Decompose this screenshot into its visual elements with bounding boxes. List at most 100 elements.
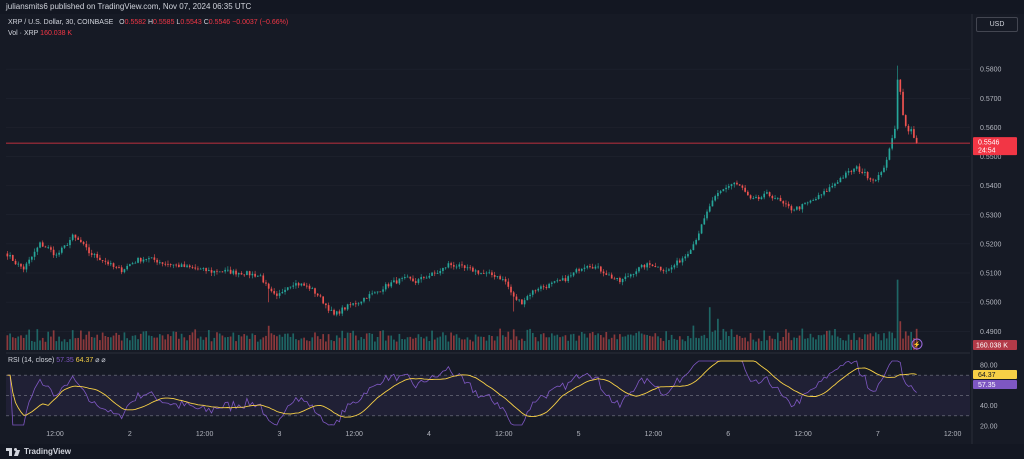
candle-body <box>379 291 382 293</box>
price-tick-label: 0.4900 <box>980 329 1002 336</box>
candle-body <box>692 244 695 251</box>
candle-body <box>6 253 9 257</box>
volume-bar <box>499 328 501 350</box>
candle-body <box>485 272 488 274</box>
candle-body <box>9 255 11 257</box>
candle-body <box>327 305 330 311</box>
volume-bar <box>828 330 831 350</box>
volume-bar <box>755 341 757 350</box>
candle-body <box>744 187 746 192</box>
candle-body <box>240 273 243 275</box>
volume-value: 160.038 K <box>40 30 73 37</box>
volume-bar <box>300 338 303 350</box>
volume-bar <box>578 335 580 350</box>
volume-bar <box>461 339 463 350</box>
volume-bar <box>107 337 109 350</box>
volume-bar <box>96 334 99 350</box>
candle-body <box>428 275 431 278</box>
volume-bar <box>50 336 52 350</box>
candle-body <box>349 304 352 306</box>
volume-bar <box>360 337 363 350</box>
candle-body <box>137 257 139 263</box>
candle-body <box>439 270 442 274</box>
candle-body <box>90 253 93 255</box>
symbol-name[interactable]: XRP / U.S. Dollar, 30, COINBASE <box>8 19 114 26</box>
candle-body <box>363 297 365 302</box>
volume-bar <box>790 340 793 350</box>
rsi-settings-icon[interactable]: ⌀ ⌀ <box>95 357 106 364</box>
volume-bar <box>273 334 275 350</box>
volume-bar <box>14 338 17 350</box>
candle-body <box>458 264 461 267</box>
volume-bar <box>575 340 578 350</box>
rsi-label[interactable]: RSI (14, close) <box>8 357 55 364</box>
candle-body <box>150 257 153 259</box>
candle-body <box>657 266 659 268</box>
volume-bar <box>55 341 58 350</box>
candle-body <box>888 148 891 160</box>
candle-body <box>85 243 88 248</box>
volume-bar <box>526 329 529 350</box>
volume-bar <box>561 336 564 350</box>
chart-frame[interactable] <box>0 14 1024 444</box>
volume-bar <box>698 338 700 350</box>
volume-bar <box>902 338 904 350</box>
volume-bar <box>619 334 621 350</box>
volume-bar <box>194 329 197 350</box>
candle-body <box>281 292 284 294</box>
volume-bar <box>316 336 319 350</box>
volume-bar <box>66 342 69 350</box>
volume-bar <box>286 333 289 350</box>
price-axis: 0.5800 0.5700 0.5600 0.5500 0.5400 0.5300 0.52… <box>6 14 1002 444</box>
volume-label[interactable]: Vol · XRP <box>8 30 39 37</box>
volume-bar <box>213 337 216 350</box>
brand-name: TradingView <box>24 447 71 456</box>
volume-bars <box>6 279 918 350</box>
candle-body <box>613 278 616 280</box>
candle-body <box>289 286 292 288</box>
candle-body <box>597 266 599 268</box>
volume-bar <box>741 337 744 350</box>
volume-bar <box>229 336 232 350</box>
volume-bar <box>172 331 175 350</box>
volume-bar <box>333 341 335 350</box>
candle-body <box>831 185 834 188</box>
candle-body <box>643 264 646 268</box>
candle-body <box>344 307 346 310</box>
rsi-ma-badge-label: 64.37 <box>978 372 996 379</box>
candle-body <box>197 268 199 270</box>
volume-bar <box>319 339 322 350</box>
candle-body <box>55 254 58 256</box>
candle-body <box>330 309 333 311</box>
volume-bar <box>82 339 85 350</box>
candle-body <box>262 275 265 283</box>
volume-bar <box>164 339 167 350</box>
volume-bar <box>425 336 428 350</box>
candle-body <box>591 267 594 269</box>
rsi-tick-label: 20.00 <box>980 424 998 431</box>
candle-body <box>798 206 801 210</box>
volume-bar <box>142 331 145 350</box>
currency-button[interactable]: USD <box>976 17 1018 32</box>
candle-body <box>39 242 41 248</box>
candle-body <box>698 233 700 240</box>
volume-bar <box>85 334 88 350</box>
tradingview-logo[interactable]: TradingView <box>6 447 71 456</box>
candle-body <box>608 274 610 276</box>
close-value: 0.5546 <box>208 19 231 26</box>
candle-body <box>700 224 703 234</box>
flash-icon[interactable]: ⚡ <box>911 338 923 350</box>
volume-bar <box>80 330 82 350</box>
volume-bar <box>482 336 485 350</box>
volume-badge <box>973 340 1017 350</box>
candle-body <box>153 257 156 260</box>
candle-body <box>11 255 14 261</box>
candle-body <box>126 265 128 270</box>
candle-body <box>619 277 621 283</box>
candle-body <box>482 273 485 274</box>
candle-body <box>853 168 855 172</box>
volume-bar <box>834 329 836 350</box>
candle-body <box>338 311 341 314</box>
candle-body <box>493 275 496 277</box>
